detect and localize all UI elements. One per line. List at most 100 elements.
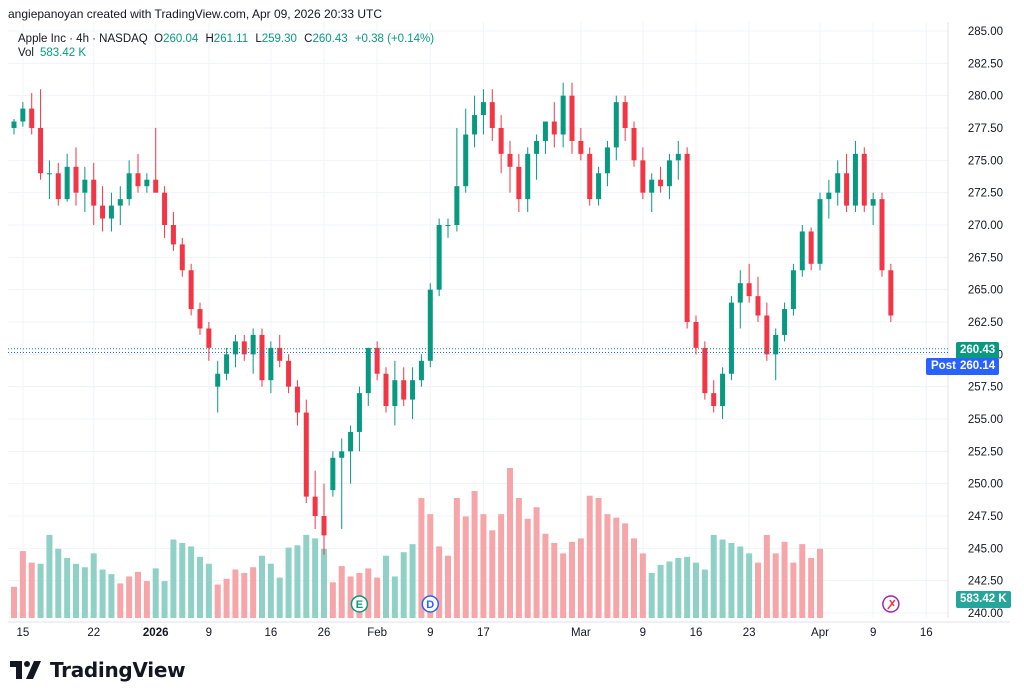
candle-body[interactable] <box>879 199 885 271</box>
candle-body[interactable] <box>870 199 876 206</box>
candle-body[interactable] <box>649 179 655 193</box>
candle-body[interactable] <box>303 412 309 497</box>
candle-body[interactable] <box>392 380 398 407</box>
candle-body[interactable] <box>20 108 26 122</box>
candle-body[interactable] <box>463 134 469 187</box>
candle-body[interactable] <box>516 166 522 200</box>
candle-body[interactable] <box>277 347 283 361</box>
candle-body[interactable] <box>100 205 106 219</box>
candle-body[interactable] <box>259 334 265 381</box>
candle-body[interactable] <box>852 153 858 206</box>
candle-body[interactable] <box>631 128 637 161</box>
candle-body[interactable] <box>720 373 726 407</box>
candle-body[interactable] <box>534 140 540 154</box>
candle-body[interactable] <box>693 322 699 348</box>
candle-body[interactable] <box>144 179 150 187</box>
candle-body[interactable] <box>782 309 788 335</box>
candle-body[interactable] <box>38 128 44 174</box>
candle-body[interactable] <box>746 283 752 297</box>
candle-body[interactable] <box>46 173 52 175</box>
candle-body[interactable] <box>162 192 168 225</box>
candle-body[interactable] <box>737 283 743 303</box>
candle-body[interactable] <box>480 102 486 116</box>
candle-body[interactable] <box>472 115 478 135</box>
dividend-marker[interactable] <box>421 595 440 613</box>
candle-body[interactable] <box>684 153 690 322</box>
candle-body[interactable] <box>365 347 371 394</box>
candle-body[interactable] <box>197 309 203 329</box>
candle-body[interactable] <box>117 199 123 206</box>
candle-body[interactable] <box>215 373 221 387</box>
candle-body[interactable] <box>401 380 407 400</box>
candle-body[interactable] <box>755 296 761 316</box>
candle-body[interactable] <box>604 147 610 174</box>
candle-body[interactable] <box>410 380 416 400</box>
candle-body[interactable] <box>321 516 327 536</box>
candle-body[interactable] <box>613 102 619 148</box>
candle-body[interactable] <box>888 270 894 316</box>
candle-body[interactable] <box>286 360 292 387</box>
candle-body[interactable] <box>525 153 531 200</box>
candle-body[interactable] <box>764 315 770 355</box>
candle-body[interactable] <box>427 289 433 361</box>
candle-body[interactable] <box>551 121 557 135</box>
candle-body[interactable] <box>339 451 345 458</box>
candle-body[interactable] <box>82 179 88 193</box>
candle-body[interactable] <box>91 179 97 206</box>
candle-body[interactable] <box>542 121 548 141</box>
candle-body[interactable] <box>418 360 424 381</box>
candle-body[interactable] <box>153 179 159 193</box>
candle-body[interactable] <box>498 128 504 154</box>
candle-body[interactable] <box>232 341 238 355</box>
candle-body[interactable] <box>135 173 141 187</box>
candle-body[interactable] <box>108 205 114 219</box>
candle-body[interactable] <box>356 393 362 432</box>
candle-body[interactable] <box>658 179 664 187</box>
candle-body[interactable] <box>569 95 575 141</box>
candle-body[interactable] <box>126 173 132 200</box>
candle-body[interactable] <box>711 393 717 407</box>
candle-body[interactable] <box>790 270 796 310</box>
candle-body[interactable] <box>55 173 61 200</box>
candle-body[interactable] <box>808 231 814 264</box>
candle-body[interactable] <box>596 173 602 200</box>
candle-body[interactable] <box>861 153 867 206</box>
candle-body[interactable] <box>64 166 70 200</box>
candle-body[interactable] <box>206 328 212 348</box>
candle-body[interactable] <box>702 347 708 394</box>
tradingview-logo[interactable]: TradingView <box>10 658 186 682</box>
candle-body[interactable] <box>507 153 513 167</box>
candle-body[interactable] <box>330 457 336 491</box>
candle-body[interactable] <box>640 160 646 193</box>
candle-body[interactable] <box>489 102 495 128</box>
candle-body[interactable] <box>29 108 35 128</box>
candle-body[interactable] <box>817 199 823 264</box>
candle-body[interactable] <box>11 121 17 128</box>
candle-body[interactable] <box>622 102 628 128</box>
candle-body[interactable] <box>374 347 380 374</box>
candle-body[interactable] <box>179 244 185 271</box>
candle-body[interactable] <box>835 173 841 193</box>
candle-body[interactable] <box>844 173 850 206</box>
candle-body[interactable] <box>73 166 79 193</box>
candle-body[interactable] <box>675 153 681 161</box>
candle-body[interactable] <box>268 347 274 381</box>
candle-body[interactable] <box>826 192 832 200</box>
candle-body[interactable] <box>312 496 318 516</box>
candle-body[interactable] <box>241 341 247 355</box>
candle-body[interactable] <box>188 270 194 310</box>
candle-body[interactable] <box>348 431 354 452</box>
candle-body[interactable] <box>294 386 300 413</box>
candle-body[interactable] <box>773 334 779 355</box>
candle-body[interactable] <box>454 186 460 225</box>
candle-body[interactable] <box>250 334 256 355</box>
candle-body[interactable] <box>587 153 593 200</box>
symbol-label[interactable]: Apple Inc · 4h · NASDAQ <box>18 33 148 45</box>
candle-body[interactable] <box>578 140 584 154</box>
candle-body[interactable] <box>383 373 389 407</box>
candle-body[interactable] <box>170 225 176 245</box>
candle-body[interactable] <box>224 354 230 374</box>
candle-body[interactable] <box>560 95 566 135</box>
candle-body[interactable] <box>728 302 734 374</box>
